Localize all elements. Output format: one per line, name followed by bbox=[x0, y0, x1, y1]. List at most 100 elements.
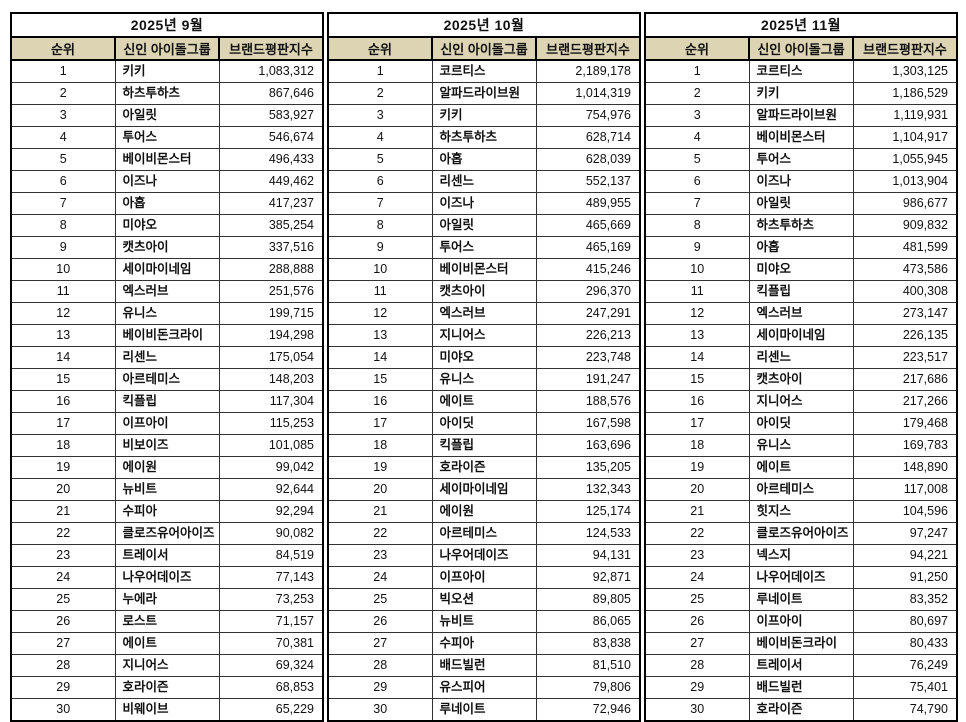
table-row: 4 하츠투하츠 628,714 bbox=[327, 126, 641, 149]
table-row: 18 비보이즈 101,085 bbox=[10, 434, 324, 457]
rank-cell: 9 bbox=[327, 236, 433, 259]
group-name-cell: 이프아이 bbox=[431, 566, 537, 589]
table-row: 26 뉴비트 86,065 bbox=[327, 610, 641, 633]
table-row: 4 투어스 546,674 bbox=[10, 126, 324, 149]
group-name-cell: 에이트 bbox=[431, 390, 537, 413]
group-name-cell: 키키 bbox=[114, 59, 220, 83]
column-header-row: 순위 신인 아이돌그룹 브랜드평판지수 bbox=[644, 36, 958, 61]
column-header-0: 순위 bbox=[327, 36, 433, 61]
brand-index-cell: 2,189,178 bbox=[535, 59, 641, 83]
rank-cell: 1 bbox=[644, 59, 750, 83]
group-name-cell: 수피아 bbox=[114, 500, 220, 523]
rank-cell: 16 bbox=[10, 390, 116, 413]
brand-index-cell: 163,696 bbox=[535, 434, 641, 457]
rank-cell: 6 bbox=[644, 170, 750, 193]
group-name-cell: 에이트 bbox=[748, 456, 854, 479]
brand-index-cell: 199,715 bbox=[218, 302, 324, 325]
brand-index-cell: 1,186,529 bbox=[852, 82, 958, 105]
table-row: 12 엑스러브 247,291 bbox=[327, 302, 641, 325]
brand-index-cell: 117,008 bbox=[852, 478, 958, 501]
rank-cell: 24 bbox=[327, 566, 433, 589]
table-row: 30 호라이즌 74,790 bbox=[644, 698, 958, 722]
brand-index-cell: 80,433 bbox=[852, 632, 958, 655]
rank-cell: 7 bbox=[10, 192, 116, 215]
month-table-2: 2025년 10월 순위 신인 아이돌그룹 브랜드평판지수 1 코르티스 2,189,178… bbox=[327, 12, 641, 722]
group-name-cell: 아일릿 bbox=[431, 214, 537, 237]
column-header-row: 순위 신인 아이돌그룹 브랜드평판지수 bbox=[10, 36, 324, 61]
brand-index-cell: 135,205 bbox=[535, 456, 641, 479]
rank-cell: 15 bbox=[644, 368, 750, 391]
brand-index-cell: 81,510 bbox=[535, 654, 641, 677]
column-header-1: 신인 아이돌그룹 bbox=[748, 36, 854, 61]
table-row: 18 유니스 169,783 bbox=[644, 434, 958, 457]
rank-cell: 23 bbox=[644, 544, 750, 567]
brand-index-cell: 489,955 bbox=[535, 192, 641, 215]
rank-cell: 21 bbox=[10, 500, 116, 523]
table-row: 11 캣츠아이 296,370 bbox=[327, 280, 641, 303]
table-row: 7 아일릿 986,677 bbox=[644, 192, 958, 215]
rank-cell: 14 bbox=[327, 346, 433, 369]
brand-index-cell: 69,324 bbox=[218, 654, 324, 677]
brand-index-cell: 73,253 bbox=[218, 588, 324, 611]
rank-cell: 19 bbox=[10, 456, 116, 479]
rank-cell: 28 bbox=[327, 654, 433, 677]
table-row: 3 알파드라이브원 1,119,931 bbox=[644, 104, 958, 127]
brand-index-cell: 132,343 bbox=[535, 478, 641, 501]
table-row: 10 세이마이네임 288,888 bbox=[10, 258, 324, 281]
group-name-cell: 로스트 bbox=[114, 610, 220, 633]
table-row: 17 이프아이 115,253 bbox=[10, 412, 324, 435]
group-name-cell: 빅오션 bbox=[431, 588, 537, 611]
brand-index-cell: 148,890 bbox=[852, 456, 958, 479]
brand-index-cell: 273,147 bbox=[852, 302, 958, 325]
group-name-cell: 베이비돈크라이 bbox=[114, 324, 220, 347]
table-row: 24 나우어데이즈 77,143 bbox=[10, 566, 324, 589]
brand-index-cell: 91,250 bbox=[852, 566, 958, 589]
rank-cell: 6 bbox=[10, 170, 116, 193]
rank-cell: 9 bbox=[10, 236, 116, 259]
column-header-row: 순위 신인 아이돌그룹 브랜드평판지수 bbox=[327, 36, 641, 61]
brand-index-cell: 94,131 bbox=[535, 544, 641, 567]
rank-cell: 11 bbox=[327, 280, 433, 303]
brand-index-cell: 70,381 bbox=[218, 632, 324, 655]
brand-index-cell: 92,871 bbox=[535, 566, 641, 589]
brand-index-cell: 84,519 bbox=[218, 544, 324, 567]
table-row: 16 지니어스 217,266 bbox=[644, 390, 958, 413]
brand-index-cell: 251,576 bbox=[218, 280, 324, 303]
group-name-cell: 나우어데이즈 bbox=[431, 544, 537, 567]
brand-index-cell: 89,805 bbox=[535, 588, 641, 611]
group-name-cell: 킥플립 bbox=[114, 390, 220, 413]
rank-cell: 10 bbox=[644, 258, 750, 281]
group-name-cell: 미야오 bbox=[748, 258, 854, 281]
group-name-cell: 베이비몬스터 bbox=[431, 258, 537, 281]
group-name-cell: 아홉 bbox=[114, 192, 220, 215]
table-row: 6 이즈나 1,013,904 bbox=[644, 170, 958, 193]
table-row: 27 에이트 70,381 bbox=[10, 632, 324, 655]
table-row: 11 킥플립 400,308 bbox=[644, 280, 958, 303]
table-row: 2 하츠투하츠 867,646 bbox=[10, 82, 324, 105]
brand-index-cell: 288,888 bbox=[218, 258, 324, 281]
group-name-cell: 루네이트 bbox=[748, 588, 854, 611]
rank-cell: 15 bbox=[10, 368, 116, 391]
table-row: 14 미야오 223,748 bbox=[327, 346, 641, 369]
brand-index-cell: 449,462 bbox=[218, 170, 324, 193]
brand-index-cell: 101,085 bbox=[218, 434, 324, 457]
group-name-cell: 베이비몬스터 bbox=[748, 126, 854, 149]
rank-cell: 29 bbox=[644, 676, 750, 699]
rank-cell: 13 bbox=[10, 324, 116, 347]
rank-cell: 8 bbox=[327, 214, 433, 237]
table-row: 3 키키 754,976 bbox=[327, 104, 641, 127]
brand-index-cell: 1,303,125 bbox=[852, 59, 958, 83]
group-name-cell: 에이트 bbox=[114, 632, 220, 655]
rank-cell: 12 bbox=[327, 302, 433, 325]
group-name-cell: 투어스 bbox=[431, 236, 537, 259]
group-name-cell: 누에라 bbox=[114, 588, 220, 611]
group-name-cell: 클로즈유어아이즈 bbox=[114, 522, 220, 545]
brand-index-cell: 385,254 bbox=[218, 214, 324, 237]
rank-cell: 4 bbox=[644, 126, 750, 149]
rank-cell: 18 bbox=[327, 434, 433, 457]
brand-index-cell: 117,304 bbox=[218, 390, 324, 413]
table-row: 9 아홉 481,599 bbox=[644, 236, 958, 259]
month-table-3: 2025년 11월 순위 신인 아이돌그룹 브랜드평판지수 1 코르티스 1,303,125… bbox=[644, 12, 958, 722]
table-row: 27 베이비돈크라이 80,433 bbox=[644, 632, 958, 655]
rank-cell: 24 bbox=[644, 566, 750, 589]
